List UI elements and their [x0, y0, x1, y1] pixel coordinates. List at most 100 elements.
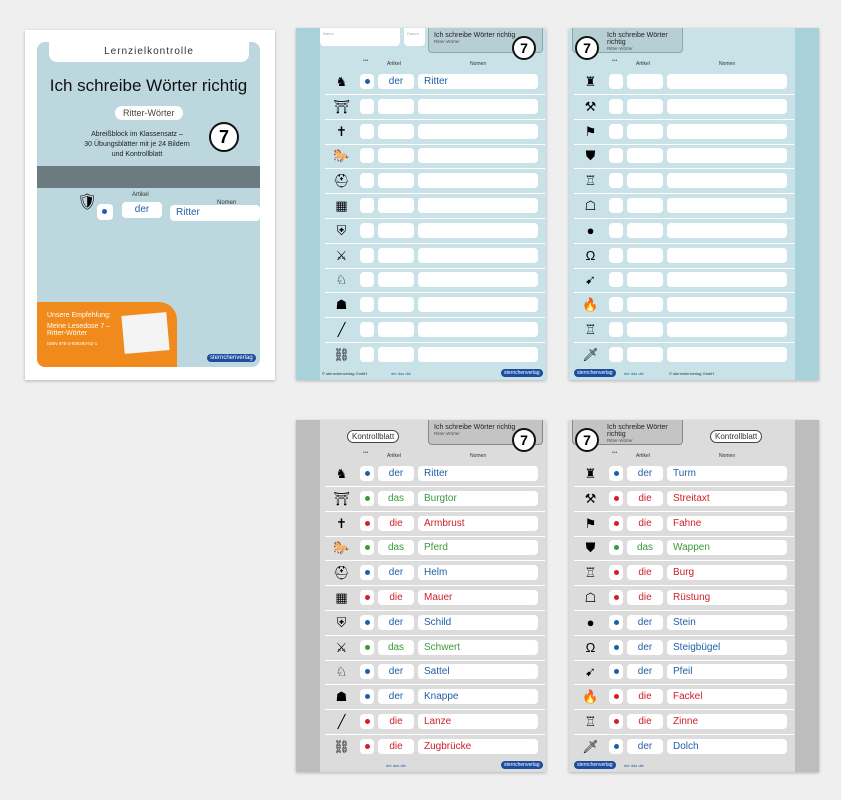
noun-field[interactable]	[418, 148, 538, 164]
article-field[interactable]	[378, 173, 414, 189]
color-dot-box[interactable]	[360, 322, 374, 337]
article-field[interactable]	[627, 173, 663, 189]
article-field[interactable]	[378, 346, 414, 362]
article-field[interactable]	[627, 148, 663, 164]
color-dot-box[interactable]	[360, 346, 374, 362]
arrow-icon: ➹	[585, 664, 596, 680]
noun-field[interactable]	[667, 247, 787, 263]
noun-field[interactable]	[667, 173, 787, 189]
color-dot-box[interactable]	[360, 173, 374, 189]
row-divider	[574, 610, 794, 611]
stone-icon: ●	[586, 614, 595, 630]
article-field[interactable]	[378, 272, 414, 288]
noun-field[interactable]	[667, 346, 787, 362]
article-field[interactable]	[627, 322, 663, 337]
color-dot-box[interactable]	[360, 74, 374, 89]
noun-field: Knappe	[418, 689, 538, 705]
article-field[interactable]	[378, 198, 414, 213]
wall-icon: ▦	[335, 590, 348, 605]
color-dot-box[interactable]	[609, 98, 623, 114]
noun-field[interactable]	[667, 198, 787, 213]
noun-field[interactable]	[418, 198, 538, 213]
noun-field[interactable]	[418, 222, 538, 238]
article-field[interactable]	[378, 247, 414, 263]
article-field[interactable]	[627, 346, 663, 362]
color-dot-box[interactable]	[609, 74, 623, 89]
date-field[interactable]: Datum	[404, 28, 425, 46]
color-dot-box[interactable]	[360, 198, 374, 213]
noun-field[interactable]	[667, 297, 787, 313]
color-dot-box[interactable]	[609, 322, 623, 337]
article-field[interactable]	[627, 98, 663, 114]
publisher-logo: sternchenverlag	[207, 354, 256, 362]
article-field[interactable]	[627, 247, 663, 263]
color-dot-box[interactable]	[360, 123, 374, 139]
article-field[interactable]	[378, 98, 414, 114]
article-field[interactable]	[627, 272, 663, 288]
color-dot-box[interactable]	[609, 123, 623, 139]
noun-field[interactable]	[418, 322, 538, 337]
color-dot-box[interactable]	[360, 247, 374, 263]
color-dot-box[interactable]	[360, 98, 374, 114]
article-field[interactable]	[378, 123, 414, 139]
article-field[interactable]	[378, 322, 414, 337]
noun-field[interactable]	[667, 322, 787, 337]
flag-icon: ⚑	[584, 123, 597, 139]
color-dot-box	[609, 540, 623, 556]
row-divider	[325, 168, 545, 170]
noun-field[interactable]	[667, 272, 787, 288]
noun-field[interactable]	[667, 222, 787, 238]
noun-field[interactable]	[418, 173, 538, 189]
color-dot-box[interactable]	[360, 222, 374, 238]
number-badge: 7	[512, 428, 536, 452]
drawbridge-icon: ⛓	[333, 738, 350, 754]
article-field[interactable]	[627, 198, 663, 213]
article-field[interactable]	[627, 222, 663, 238]
armor-icon: ☖	[584, 198, 597, 213]
shield-icon: ⛨	[336, 222, 347, 238]
noun-field[interactable]	[418, 297, 538, 313]
article-field: der	[378, 614, 414, 630]
article-field[interactable]	[627, 297, 663, 313]
noun-field[interactable]	[418, 272, 538, 288]
noun-field[interactable]	[667, 123, 787, 139]
article-field[interactable]	[378, 222, 414, 238]
color-dot-box[interactable]	[609, 148, 623, 164]
article-field[interactable]: der	[378, 74, 414, 89]
color-dot-box[interactable]	[360, 297, 374, 313]
sword-icon: ⚔	[335, 247, 348, 263]
color-dot-box[interactable]	[360, 148, 374, 164]
article-field[interactable]	[378, 297, 414, 313]
noun-field[interactable]	[418, 98, 538, 114]
row-divider	[325, 267, 545, 269]
color-dot-box[interactable]	[609, 272, 623, 288]
row-divider	[325, 486, 545, 487]
color-dot-box[interactable]	[360, 272, 374, 288]
color-dot-box[interactable]	[609, 198, 623, 213]
helmet-icon: ⛑	[333, 565, 350, 581]
row-divider	[325, 634, 545, 636]
table-row: ⛑ der Helm	[296, 561, 546, 587]
color-dot-box[interactable]	[609, 247, 623, 263]
article-field[interactable]	[627, 123, 663, 139]
table-row: ☗	[296, 293, 546, 319]
dot-box	[97, 204, 113, 220]
name-field[interactable]: Name	[320, 28, 400, 46]
color-dot-box	[609, 714, 623, 729]
color-dot-box[interactable]	[609, 222, 623, 238]
noun-field[interactable]	[418, 247, 538, 263]
noun-field[interactable]	[418, 123, 538, 139]
table-row: ⚒ die Streitaxt	[569, 487, 819, 512]
noun-field[interactable]	[667, 98, 787, 114]
coat-of-arms-icon: ⛊	[585, 540, 596, 556]
article-field[interactable]	[378, 148, 414, 164]
color-dot-box[interactable]	[609, 173, 623, 189]
article-field[interactable]	[627, 74, 663, 89]
table-row: ♘	[296, 268, 546, 294]
color-dot-box[interactable]	[609, 297, 623, 313]
noun-field[interactable]: Ritter	[418, 74, 538, 89]
noun-field[interactable]	[667, 148, 787, 164]
noun-field[interactable]	[667, 74, 787, 89]
color-dot-box[interactable]	[609, 346, 623, 362]
noun-field[interactable]	[418, 346, 538, 362]
